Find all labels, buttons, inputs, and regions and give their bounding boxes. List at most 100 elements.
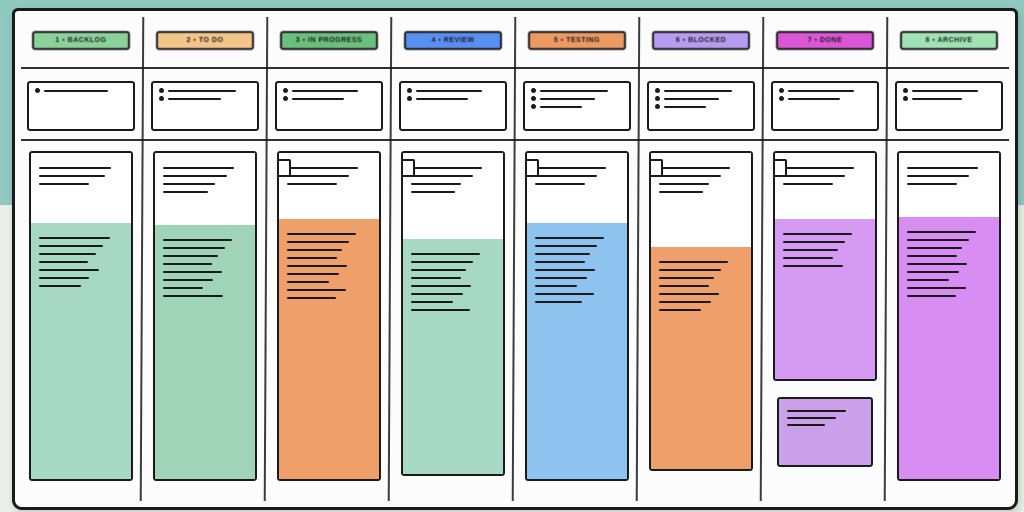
card-text-line [783, 241, 845, 243]
card-text-line [287, 233, 356, 235]
column-card[interactable] [153, 151, 257, 481]
card-section [899, 153, 999, 217]
card-text-line [411, 261, 473, 263]
card-text-line [39, 167, 111, 169]
column-info-card[interactable] [647, 81, 755, 131]
column-card[interactable] [29, 151, 133, 481]
column-info-card[interactable] [27, 81, 135, 131]
board-column[interactable]: 3 ▪ IN PROGRESS [269, 11, 389, 507]
column-header-tag[interactable]: 2 ▪ TO DO [156, 31, 254, 50]
info-bullet-row [531, 96, 623, 101]
bullet-dot-icon [407, 88, 412, 93]
bullet-dot-icon [159, 88, 164, 93]
column-card[interactable] [401, 151, 505, 476]
card-text-line [163, 279, 213, 281]
card-text-line [907, 279, 949, 281]
card-section [775, 153, 875, 219]
card-text-line [39, 253, 96, 255]
card-section [31, 153, 131, 223]
card-text-line [907, 175, 969, 177]
card-text-line [907, 183, 957, 185]
card-text-line [163, 287, 203, 289]
info-text-line [664, 90, 732, 92]
board-column[interactable]: 1 ▪ BACKLOG [21, 11, 141, 507]
bullet-dot-icon [655, 96, 660, 101]
column-info-card[interactable] [275, 81, 383, 131]
bullet-dot-icon [903, 96, 908, 101]
card-section [527, 223, 627, 481]
info-text-line [540, 90, 608, 92]
column-sticky-note[interactable] [777, 397, 873, 467]
card-text-line [163, 175, 227, 177]
card-text-line [907, 263, 967, 265]
column-header-tag[interactable]: 4 ▪ REVIEW [404, 31, 502, 50]
column-info-card[interactable] [771, 81, 879, 131]
info-bullet-row [407, 88, 499, 93]
card-section [403, 239, 503, 476]
bullet-dot-icon [531, 96, 536, 101]
board-column[interactable]: 8 ▪ ARCHIVE [889, 11, 1009, 507]
column-header-tag[interactable]: 8 ▪ ARCHIVE [900, 31, 998, 50]
bullet-dot-icon [283, 88, 288, 93]
column-card[interactable] [525, 151, 629, 481]
bullet-dot-icon [531, 104, 536, 109]
card-text-line [411, 175, 473, 177]
board-column[interactable]: 5 ▪ TESTING [517, 11, 637, 507]
column-header-tag[interactable]: 5 ▪ TESTING [528, 31, 626, 50]
card-text-line [907, 271, 959, 273]
column-card[interactable] [649, 151, 753, 471]
card-text-line [163, 271, 222, 273]
card-text-line [287, 281, 329, 283]
card-text-line [535, 237, 604, 239]
info-text-line [168, 90, 236, 92]
card-text-line [163, 183, 215, 185]
board-column[interactable]: 2 ▪ TO DO [145, 11, 265, 507]
column-card[interactable] [773, 151, 877, 381]
column-card[interactable] [897, 151, 1001, 481]
column-info-card[interactable] [399, 81, 507, 131]
info-text-line [292, 90, 358, 92]
bullet-dot-icon [407, 96, 412, 101]
column-card[interactable] [277, 151, 381, 481]
card-text-line [411, 253, 480, 255]
card-text-line [535, 167, 606, 169]
card-text-line [39, 175, 105, 177]
info-bullet-row [407, 96, 499, 101]
card-text-line [659, 285, 709, 287]
column-info-card[interactable] [523, 81, 631, 131]
board-columns: 1 ▪ BACKLOG 2 ▪ TO DO 3 ▪ IN PROGRESS 4 ▪ R… [15, 11, 1015, 507]
info-text-line [788, 90, 854, 92]
column-info-card[interactable] [151, 81, 259, 131]
card-text-line [659, 309, 701, 311]
card-side-badge-icon [649, 159, 663, 177]
card-text-line [287, 183, 337, 185]
column-header-tag[interactable]: 6 ▪ BLOCKED [652, 31, 750, 50]
card-text-line [659, 167, 730, 169]
card-section [279, 153, 379, 219]
board-column[interactable]: 4 ▪ REVIEW [393, 11, 513, 507]
column-header-tag[interactable]: 1 ▪ BACKLOG [32, 31, 130, 50]
sticky-text-line [787, 417, 836, 419]
card-text-line [659, 277, 714, 279]
card-text-line [39, 261, 88, 263]
card-text-line [907, 247, 962, 249]
card-text-line [163, 263, 212, 265]
board-column[interactable]: 6 ▪ BLOCKED [641, 11, 761, 507]
info-bullet-row [283, 88, 375, 93]
bullet-dot-icon [35, 88, 40, 93]
card-section [775, 219, 875, 381]
card-text-line [907, 255, 957, 257]
board-column[interactable]: 7 ▪ DONE [765, 11, 885, 507]
card-text-line [907, 239, 969, 241]
info-text-line [788, 98, 840, 100]
column-header-tag[interactable]: 7 ▪ DONE [776, 31, 874, 50]
card-text-line [411, 191, 455, 193]
column-info-card[interactable] [895, 81, 1003, 131]
info-bullet-row [531, 104, 623, 109]
column-header-tag[interactable]: 3 ▪ IN PROGRESS [280, 31, 378, 50]
card-section [31, 223, 131, 481]
card-section [403, 153, 503, 239]
card-section [155, 225, 255, 481]
card-text-line [907, 167, 978, 169]
info-text-line [912, 90, 978, 92]
